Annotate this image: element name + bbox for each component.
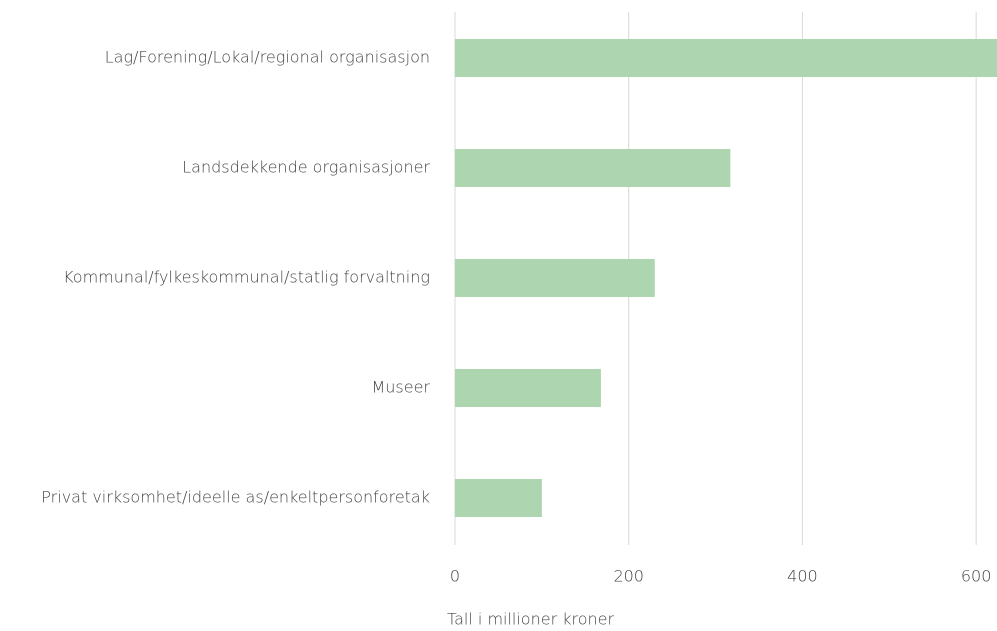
x-tick-label: 600 [961,567,992,586]
bar [455,259,655,297]
bar [455,39,997,77]
y-tick-label: Lag/Forening/Lokal/regional organisasjon [105,48,430,67]
y-tick-label: Kommunal/fylkeskommunal/statlig forvaltn… [63,268,430,287]
y-tick-label: Privat virksomhet/ideelle as/enkeltperso… [41,488,430,507]
x-tick-label: 400 [787,567,818,586]
x-tick-label: 200 [613,567,644,586]
y-tick-label: Landsdekkende organisasjoner [182,158,430,177]
y-tick-label: Museer [371,378,430,397]
bar [455,149,731,187]
x-axis-title: Tall i millioner kroner [447,610,615,629]
x-tick-label: 0 [450,567,460,586]
bar [455,369,601,407]
bar [455,479,542,517]
